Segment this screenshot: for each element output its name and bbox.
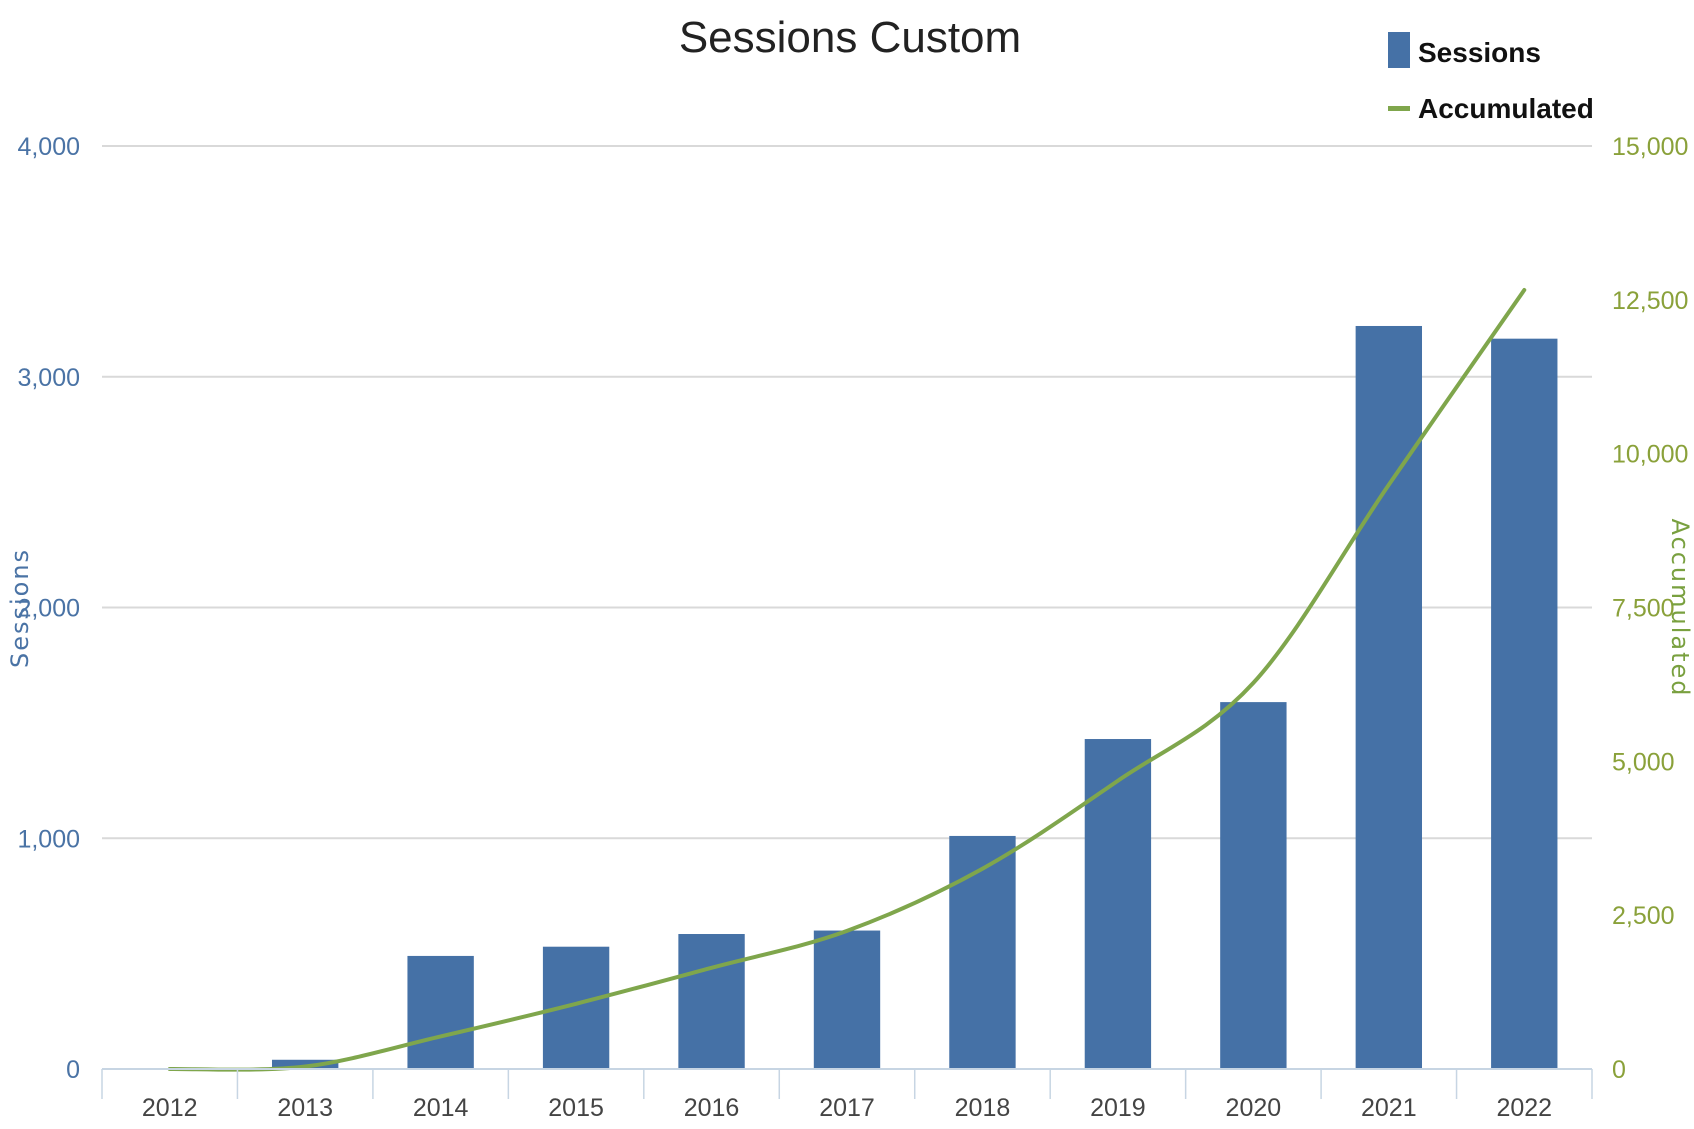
bar-2016 bbox=[678, 934, 744, 1069]
x-tick-label-2022: 2022 bbox=[1496, 1094, 1552, 1122]
x-tick-label-2019: 2019 bbox=[1090, 1094, 1146, 1122]
x-tick-label-2017: 2017 bbox=[819, 1094, 875, 1122]
bar-2020 bbox=[1220, 702, 1286, 1069]
y-left-tick-4000: 4,000 bbox=[17, 133, 80, 161]
legend-accumulated-swatch bbox=[1388, 106, 1410, 111]
y-right-tick-12500: 12,500 bbox=[1612, 287, 1688, 315]
y-right-tick-10000: 10,000 bbox=[1612, 441, 1688, 469]
x-tick-label-2013: 2013 bbox=[277, 1094, 333, 1122]
x-tick-label-2014: 2014 bbox=[413, 1094, 469, 1122]
x-tick-label-2015: 2015 bbox=[548, 1094, 604, 1122]
legend-accumulated-label: Accumulated bbox=[1418, 93, 1594, 124]
y-axis-right-title: Accumulated bbox=[1666, 519, 1694, 698]
chart-title: Sessions Custom bbox=[679, 13, 1021, 62]
x-tick-label-2012: 2012 bbox=[142, 1094, 198, 1122]
bar-2017 bbox=[814, 931, 880, 1069]
y-right-tick-15000: 15,000 bbox=[1612, 133, 1688, 161]
sessions-bars bbox=[272, 326, 1557, 1069]
x-tick-label-2020: 2020 bbox=[1226, 1094, 1282, 1122]
legend-sessions-swatch bbox=[1388, 32, 1410, 68]
x-tick-label-2018: 2018 bbox=[955, 1094, 1011, 1122]
y-left-tick-0: 0 bbox=[66, 1056, 80, 1084]
y-right-tick-2500: 2,500 bbox=[1612, 902, 1675, 930]
y-left-tick-3000: 3,000 bbox=[17, 364, 80, 392]
bar-2014 bbox=[407, 956, 473, 1069]
bar-2022 bbox=[1491, 339, 1557, 1069]
y-axis-left-title: Sessions bbox=[6, 548, 34, 668]
legend-sessions-label: Sessions bbox=[1418, 37, 1541, 68]
legend: Sessions Accumulated bbox=[1388, 32, 1594, 124]
y-left-tick-1000: 1,000 bbox=[17, 825, 80, 853]
x-tick-label-2021: 2021 bbox=[1361, 1094, 1417, 1122]
y-right-tick-7500: 7,500 bbox=[1612, 595, 1675, 623]
bar-2021 bbox=[1356, 326, 1422, 1069]
x-tick-label-2016: 2016 bbox=[684, 1094, 740, 1122]
bar-2019 bbox=[1085, 739, 1151, 1069]
y-right-tick-5000: 5,000 bbox=[1612, 748, 1675, 776]
y-right-tick-0: 0 bbox=[1612, 1056, 1626, 1084]
